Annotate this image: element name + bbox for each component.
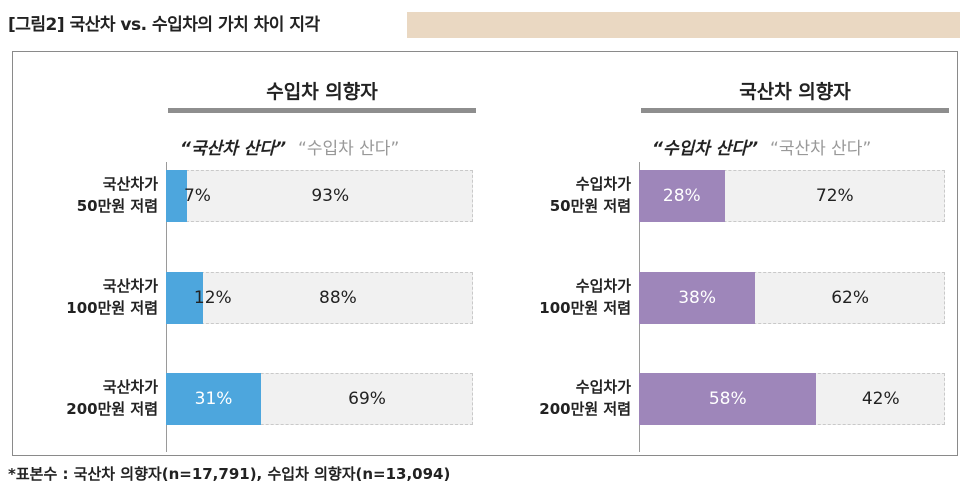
panel-title: 국산차 의향자 [739, 81, 851, 103]
legend: “국산차 산다” “수입차 산다” [180, 134, 399, 159]
data-label: 12% [193, 288, 232, 308]
category-label-line: 50만원 저렴 [76, 197, 158, 215]
bar-segment [166, 373, 262, 425]
category-label: 국산차가 50만원 저렴 [8, 173, 158, 217]
data-label: 93% [311, 186, 350, 206]
category-label: 수입차가 50만원 저렴 [481, 173, 631, 217]
category-label: 수입차가 200만원 저렴 [481, 376, 631, 420]
panel-title-rule [168, 108, 476, 113]
category-label-line: 50만원 저렴 [549, 197, 631, 215]
category-label: 수입차가 100만원 저렴 [481, 275, 631, 319]
panel-title-rule [641, 108, 949, 113]
bar-remainder [166, 170, 473, 222]
sample-size-footnote: *표본수 : 국산차 의향자(n=17,791), 수입차 의향자(n=13,0… [8, 465, 451, 483]
data-label: 88% [319, 288, 357, 308]
legend-item-highlight: “국산차 산다” [180, 139, 287, 159]
category-label: 국산차가 100만원 저렴 [8, 275, 158, 319]
legend-item-other: “수입차 산다” [298, 139, 400, 159]
legend: “수입차 산다” “국산차 산다” [652, 134, 871, 159]
title-band [407, 12, 960, 38]
category-label-line: 200만원 저렴 [539, 400, 631, 418]
data-label: 62% [831, 288, 870, 308]
data-label: 72% [815, 186, 854, 206]
figure-title: [그림2] 국산차 vs. 수입차의 가치 차이 지각 [8, 15, 320, 35]
data-label: 69% [348, 389, 386, 409]
data-label: 42% [861, 389, 900, 409]
panel-title: 수입차 의향자 [266, 81, 378, 103]
category-label-line: 수입차가 [575, 277, 631, 295]
data-label: 31% [194, 389, 233, 409]
category-label-line: 100만원 저렴 [539, 299, 631, 317]
data-label: 28% [662, 186, 701, 206]
chart-frame [12, 51, 958, 456]
category-label-line: 100만원 저렴 [66, 299, 158, 317]
category-label-line: 수입차가 [575, 175, 631, 193]
bar-segment [166, 170, 188, 222]
category-label-line: 수입차가 [575, 378, 631, 396]
category-label-line: 국산차가 [102, 378, 158, 396]
category-label-line: 200만원 저렴 [66, 400, 158, 418]
bar-remainder [166, 272, 473, 324]
category-label: 국산차가 200만원 저렴 [8, 376, 158, 420]
category-label-line: 국산차가 [102, 175, 158, 193]
legend-item-highlight: “수입차 산다” [652, 139, 759, 159]
bar-segment [166, 272, 203, 324]
bar-segment [639, 272, 756, 324]
data-label: 7% [183, 186, 211, 206]
legend-item-other: “국산차 산다” [770, 139, 872, 159]
bar-segment [639, 170, 725, 222]
data-label: 38% [678, 288, 717, 308]
bar-segment [639, 373, 817, 425]
data-label: 58% [708, 389, 747, 409]
category-label-line: 국산차가 [102, 277, 158, 295]
